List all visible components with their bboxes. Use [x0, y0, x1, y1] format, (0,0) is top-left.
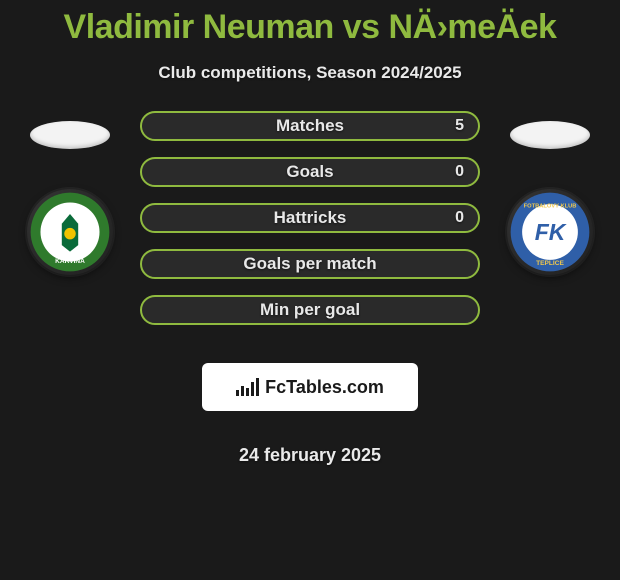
main-row: MFK KARVINA Matches 5 Goals 0 Hattricks … [0, 111, 620, 466]
stat-label: Hattricks [274, 208, 347, 228]
stat-label: Goals per match [243, 254, 376, 274]
page-subtitle: Club competitions, Season 2024/2025 [158, 63, 461, 83]
date-text: 24 february 2025 [239, 445, 381, 466]
karvina-badge-icon: MFK KARVINA [29, 191, 111, 273]
svg-text:MFK: MFK [62, 202, 79, 211]
right-column: FK FOTBALOVY KLUB TEPLICE [500, 111, 600, 275]
left-column: MFK KARVINA [20, 111, 120, 275]
stat-label: Goals [286, 162, 333, 182]
stat-right-value: 5 [455, 117, 464, 135]
stat-right-value: 0 [455, 209, 464, 227]
right-flag-placeholder [510, 121, 590, 149]
stat-right-value: 0 [455, 163, 464, 181]
svg-text:KARVINA: KARVINA [55, 258, 85, 265]
bars-icon [236, 378, 259, 396]
svg-text:FOTBALOVY KLUB: FOTBALOVY KLUB [524, 203, 577, 209]
brand-logo[interactable]: FcTables.com [202, 363, 418, 411]
teplice-badge-icon: FK FOTBALOVY KLUB TEPLICE [509, 191, 591, 273]
stat-row-goals-per-match: Goals per match [140, 249, 480, 279]
stat-row-min-per-goal: Min per goal [140, 295, 480, 325]
svg-text:FK: FK [535, 219, 567, 245]
left-flag-placeholder [30, 121, 110, 149]
stat-label: Min per goal [260, 300, 360, 320]
stat-row-matches: Matches 5 [140, 111, 480, 141]
stat-label: Matches [276, 116, 344, 136]
comparison-card: Vladimir Neuman vs NÄ›meÄek Club competi… [0, 0, 620, 466]
svg-text:TEPLICE: TEPLICE [536, 260, 564, 267]
stats-column: Matches 5 Goals 0 Hattricks 0 Goals per … [140, 111, 480, 466]
stat-row-hattricks: Hattricks 0 [140, 203, 480, 233]
left-club-badge: MFK KARVINA [27, 189, 113, 275]
brand-text: FcTables.com [265, 377, 384, 398]
brand-suffix: Tables.com [286, 377, 384, 397]
right-club-badge: FK FOTBALOVY KLUB TEPLICE [507, 189, 593, 275]
brand-prefix: Fc [265, 377, 286, 397]
page-title: Vladimir Neuman vs NÄ›meÄek [64, 8, 557, 47]
stat-row-goals: Goals 0 [140, 157, 480, 187]
